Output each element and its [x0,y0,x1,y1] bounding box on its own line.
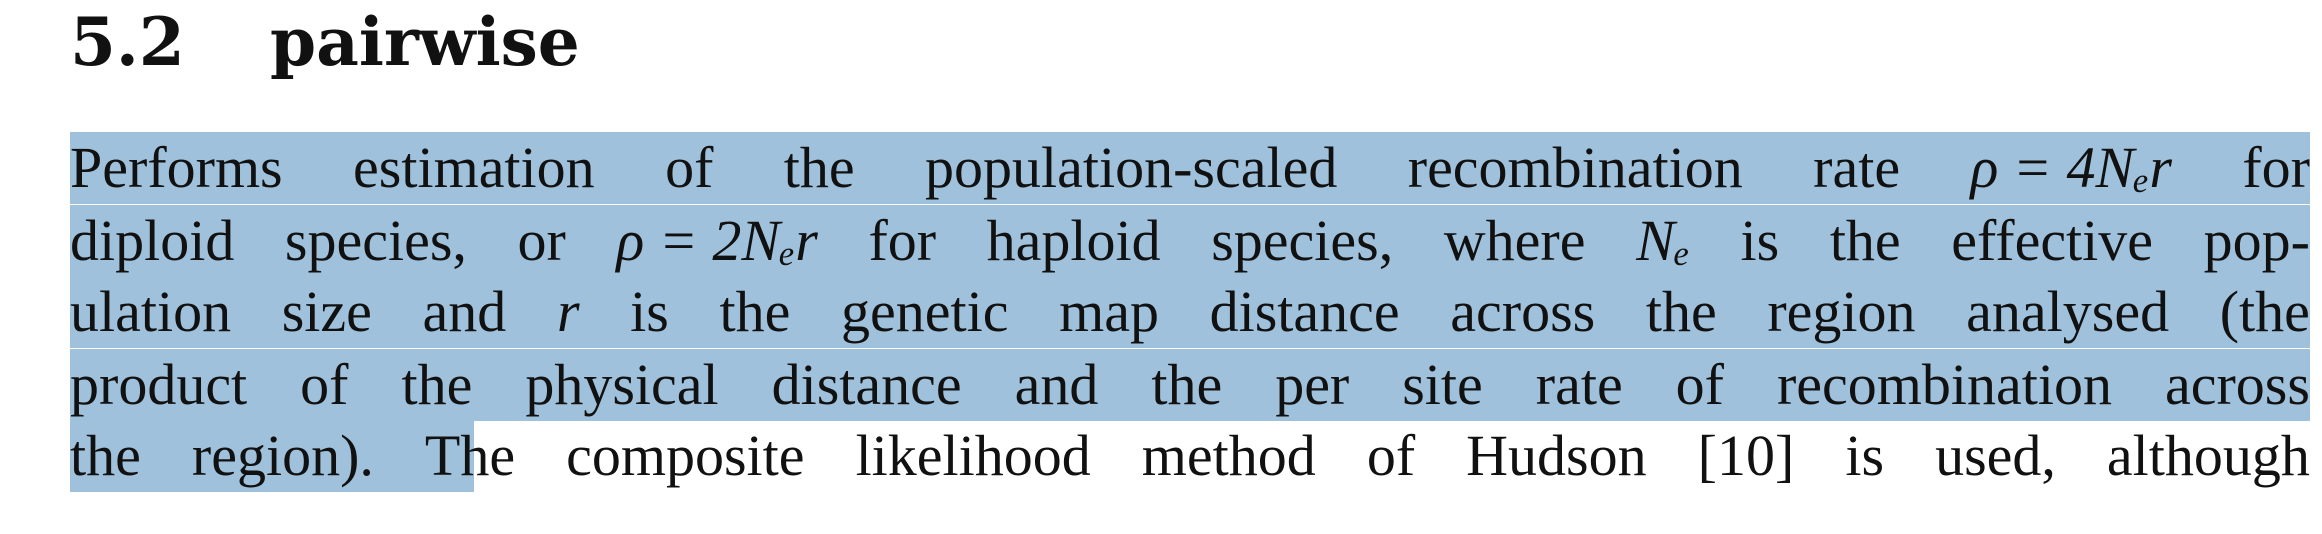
word: diploid [70,208,235,273]
word: effective [1951,208,2154,273]
line-text: ulation size and r is the genetic map distance ac… [70,276,2310,348]
word: is [1845,423,1885,488]
word: recombination [1776,352,2112,417]
word: composite [566,423,805,488]
selection-highlight [70,132,2310,204]
word: estimation [353,135,595,200]
word: although [2106,423,2310,488]
word: the [783,135,855,200]
word: species, [1211,208,1394,273]
word: the [1151,352,1223,417]
word: used, [1935,423,2056,488]
word: is [1740,208,1780,273]
word: genetic [840,279,1009,344]
paragraph-line: diploid species, or ρ = 2Nₑr for haploid speci… [70,205,2310,277]
word: for [868,208,937,273]
word: site [1402,352,1483,417]
paragraph-line: the region). The composite likelihood method o… [70,420,2310,492]
word: region [1767,279,1916,344]
word: across [1450,279,1596,344]
word: rate [1535,352,1623,417]
word: the [1829,208,1901,273]
selection-highlight [70,349,2310,421]
section-title: pairwise [270,3,580,81]
word: per [1275,352,1350,417]
word: map [1059,279,1159,344]
word: the [401,352,473,417]
word: (the [2219,279,2310,344]
word: across [2164,352,2310,417]
selection-highlight [70,205,2310,277]
word: likelihood [855,423,1091,488]
word: Performs [70,135,283,200]
word: of [300,352,349,417]
word: size [281,279,372,344]
word: pop- [2203,208,2310,273]
line-text: product of the physical distance and the per sit… [70,349,2310,421]
word: ulation [70,279,232,344]
word: method [1141,423,1316,488]
word: r [556,279,580,344]
word: haploid [986,208,1161,273]
word: distance [1209,279,1400,344]
line-text: Performs estimation of the population-scaled… [70,132,2310,204]
word: species, [284,208,467,273]
word: population-scaled [925,135,1338,200]
word: physical [525,352,719,417]
word: distance [771,352,962,417]
word: the [719,279,791,344]
word: and [1014,352,1099,417]
word: ρ = 4Nₑr [1970,135,2172,200]
word: of [1675,352,1724,417]
line-text: the region). The composite likelihood method o… [70,420,2310,492]
paragraph-line: product of the physical distance and the per sit… [70,349,2310,421]
word: region). [191,423,374,488]
word: the [1645,279,1717,344]
line-text: diploid species, or ρ = 2Nₑr for haploid speci… [70,205,2310,277]
word: Hudson [1466,423,1647,488]
word: of [1366,423,1416,488]
word: where [1443,208,1586,273]
word: of [665,135,714,200]
word: recombination [1407,135,1743,200]
word: rate [1813,135,1901,200]
word: analysed [1966,279,2170,344]
word: The [424,423,516,488]
paragraph-line: ulation size and r is the genetic map distance ac… [70,276,2310,348]
paragraph-line: Performs estimation of the population-scaled… [70,132,2310,204]
selection-highlight [70,420,474,492]
section-heading: 5.2 pairwise [70,0,580,84]
word: is [630,279,669,344]
word: product [70,352,248,417]
selection-highlight [70,276,2310,348]
word: [10] [1697,423,1795,488]
word: the [70,423,141,488]
word: ρ = 2Nₑr [616,208,818,273]
word: and [422,279,507,344]
word: or [517,208,566,273]
word: for [2242,135,2310,200]
section-number: 5.2 [70,3,185,81]
word: Nₑ [1636,208,1690,273]
